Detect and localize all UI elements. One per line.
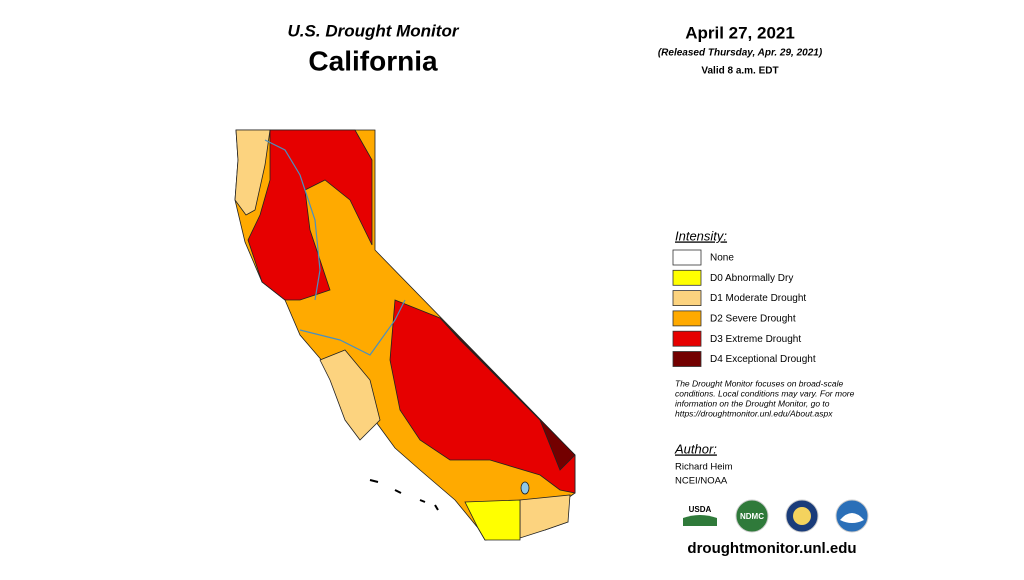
region [439,317,576,471]
note-line: https://droughtmonitor.unl.edu/About.asp… [675,408,833,418]
note: The Drought Monitor focuses on broad-sca… [675,378,855,418]
river [299,299,406,356]
author-name: Richard Heim [675,462,733,473]
ndmc-badge [735,499,769,533]
legend-label: D1 Moderate Drought [710,293,806,304]
river [264,139,321,301]
islands [369,479,439,511]
map-date: April 27, 2021 [685,23,795,42]
legend-swatch [672,330,702,347]
region [319,349,381,441]
legend-label: D4 Exceptional Drought [710,354,816,365]
noaa-mark [840,513,864,523]
legend-swatch [672,290,702,307]
state-name: California [308,45,438,76]
legend-swatch [672,351,702,367]
site-url: droughtmonitor.unl.edu [687,540,856,557]
title: U.S. Drought Monitor [288,21,460,40]
region [247,129,373,301]
note-line: The Drought Monitor focuses on broad-sca… [675,378,843,388]
doc-badge-inner [793,507,811,525]
lake [520,481,530,495]
usda-logo: USDA [689,505,712,514]
legend-label: D3 Extreme Drought [710,334,801,345]
legend-label: None [710,253,734,264]
region [464,499,521,541]
legend: None D0 Abnormally Dry D1 Moderate Drought… [672,249,816,367]
region [234,129,271,216]
legend-swatch [672,249,702,266]
california-map [234,129,576,541]
usda-mark [683,515,717,526]
note-line: information on the Drought Monitor, go t… [675,398,830,408]
region [519,494,571,539]
release-date: (Released Thursday, Apr. 29, 2021) [658,48,823,59]
logos: USDA NDMC [683,499,869,533]
author-heading: Author: [674,441,717,456]
legend-swatch [672,310,702,327]
legend-label: D2 Severe Drought [710,314,796,325]
note-line: conditions. Local conditions may vary. F… [675,388,855,398]
valid-time: Valid 8 a.m. EDT [701,66,778,77]
legend-heading: Intensity: [675,228,727,243]
author-org: NCEI/NOAA [675,476,728,487]
ndmc-logo: NDMC [740,512,764,521]
legend-swatch [672,269,702,286]
legend-label: D0 Abnormally Dry [710,273,793,284]
